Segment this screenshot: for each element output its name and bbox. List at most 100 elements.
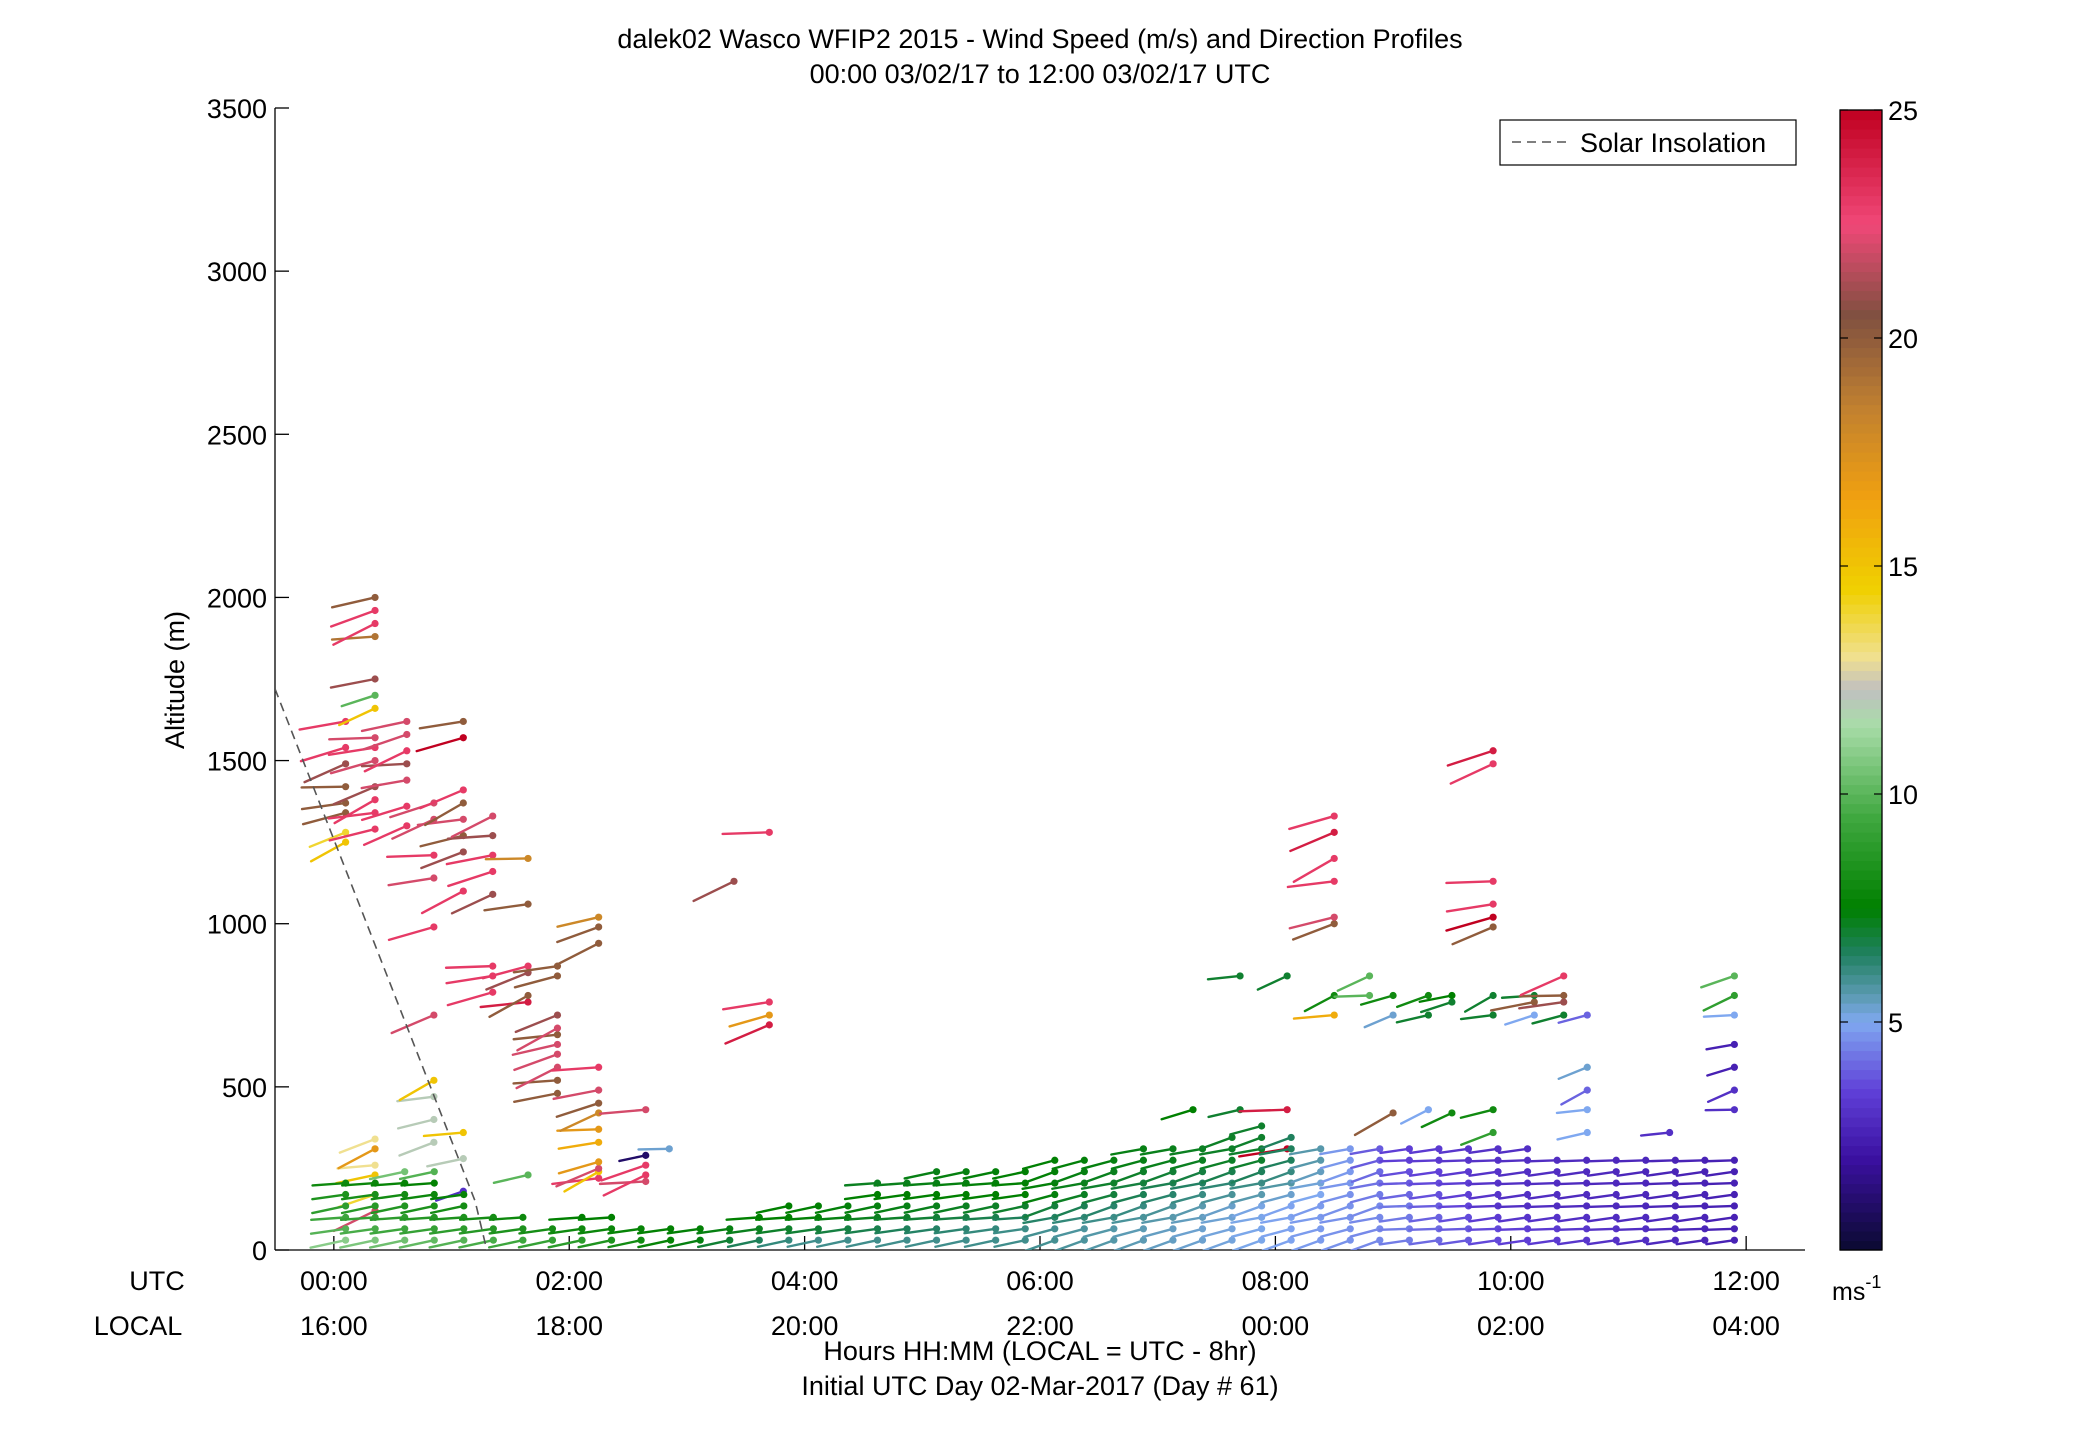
colorbar-segment	[1840, 1088, 1882, 1099]
wind-barb	[1557, 1170, 1588, 1177]
wind-barb-point	[1051, 1225, 1059, 1233]
wind-barb-point	[403, 776, 411, 784]
wind-barb	[991, 1181, 1027, 1187]
wind-barb-point	[1228, 1236, 1236, 1244]
colorbar-segment	[1840, 765, 1882, 776]
wind-barb-point	[1730, 1063, 1738, 1071]
wind-barb	[1202, 1239, 1234, 1250]
wind-barb-point	[595, 1063, 603, 1071]
wind-barb	[934, 1239, 968, 1248]
wind-barb	[600, 1163, 647, 1182]
wind-barb	[1289, 1216, 1322, 1224]
wind-barb-point	[1346, 1225, 1354, 1233]
wind-barb-point	[667, 1236, 675, 1244]
wind-barb	[311, 1193, 347, 1201]
colorbar-segment	[1840, 708, 1882, 719]
wind-barb-point	[595, 1164, 603, 1173]
wind-barb	[386, 853, 436, 859]
colorbar-segment	[1840, 509, 1882, 520]
wind-barb-point	[1405, 1190, 1413, 1199]
wind-barb	[1705, 1043, 1736, 1051]
wind-barb	[1527, 1204, 1559, 1209]
wind-barb-point	[1198, 1156, 1207, 1164]
wind-barb	[1468, 1170, 1500, 1177]
wind-barbs	[298, 593, 1738, 1250]
wind-barb	[400, 1193, 436, 1201]
wind-barb-point	[1198, 1225, 1207, 1233]
wind-barb-point	[1317, 1190, 1325, 1199]
chart-title: dalek02 Wasco WFIP2 2015 - Wind Speed (m…	[617, 24, 1462, 54]
wind-barb	[1586, 1204, 1618, 1209]
wind-barb	[1200, 1136, 1234, 1150]
wind-barb	[429, 1204, 466, 1215]
wind-barb-point	[1583, 1168, 1591, 1176]
y-tick-label: 2500	[207, 420, 267, 450]
colorbar-segment	[1840, 927, 1882, 938]
wind-barb-point	[1283, 1106, 1291, 1114]
colorbar-segment	[1840, 556, 1882, 567]
wind-barb-point	[765, 1011, 773, 1019]
wind-barb	[426, 1157, 465, 1168]
wind-barb	[755, 1204, 791, 1214]
wind-barb	[1675, 1170, 1707, 1177]
colorbar-segment	[1840, 499, 1882, 510]
colorbar-segment	[1840, 1107, 1882, 1118]
colorbar-segment	[1840, 1183, 1882, 1194]
wind-barb	[1359, 994, 1395, 1006]
wind-barb-point	[755, 1225, 763, 1233]
wind-barb-point	[1169, 1190, 1177, 1199]
wind-barb	[400, 1204, 436, 1215]
wind-barb	[445, 853, 494, 866]
wind-barb	[1467, 1204, 1500, 1209]
wind-barb	[1616, 1170, 1647, 1177]
wind-barb	[814, 1204, 850, 1214]
wind-barb-point	[1730, 1011, 1738, 1019]
wind-barb-point	[1671, 1168, 1679, 1176]
wind-barb-point	[1365, 991, 1374, 1000]
wind-barb	[1705, 1193, 1736, 1200]
wind-barb	[1616, 1193, 1647, 1200]
wind-barb	[1259, 1216, 1293, 1224]
wind-barb-point	[553, 972, 562, 980]
wind-barb	[1023, 1204, 1056, 1219]
wind-barb	[429, 1216, 466, 1221]
colorbar-segment	[1840, 300, 1882, 311]
wind-barb	[618, 1154, 647, 1163]
wind-barb-point	[1553, 1168, 1561, 1176]
colorbar-segment	[1840, 1174, 1882, 1185]
wind-barb	[444, 964, 494, 969]
wind-barb	[1230, 1193, 1263, 1204]
wind-barb	[1459, 1013, 1495, 1021]
wind-barb	[1527, 1170, 1559, 1177]
colorbar-tick-label: 15	[1888, 552, 1918, 582]
wind-barb	[1021, 1181, 1056, 1190]
wind-barb	[1438, 1147, 1470, 1155]
colorbar-segment	[1840, 119, 1882, 130]
wind-barb	[696, 1239, 731, 1249]
wind-barb	[1320, 1170, 1352, 1184]
wind-barb-point	[371, 796, 379, 804]
wind-barb	[518, 1227, 554, 1235]
wind-barb-point	[460, 1190, 468, 1199]
colorbar-segment	[1840, 366, 1882, 377]
wind-barb	[1259, 1159, 1293, 1170]
wind-barb-point	[342, 828, 350, 836]
wind-barb	[1350, 1170, 1382, 1184]
wind-barb-point	[1330, 920, 1338, 928]
wind-barb	[396, 1118, 436, 1130]
wind-barb-point	[1346, 1145, 1354, 1153]
wind-barb-point	[1730, 1040, 1738, 1049]
wind-barb-point	[342, 743, 350, 752]
wind-barb-point	[844, 1202, 852, 1210]
wind-barb	[339, 1227, 377, 1235]
colorbar-segment	[1840, 319, 1882, 330]
wind-barb-point	[1523, 1213, 1532, 1221]
wind-barb	[754, 1216, 791, 1221]
wind-barb-point	[730, 877, 738, 885]
wind-barb-point	[1080, 1236, 1088, 1244]
wind-barb-point	[962, 1236, 970, 1244]
wind-barb-point	[1642, 1213, 1650, 1221]
wind-barb-point	[1376, 1213, 1384, 1221]
wind-barb-point	[903, 1190, 911, 1199]
wind-barb-point	[1051, 1236, 1059, 1244]
